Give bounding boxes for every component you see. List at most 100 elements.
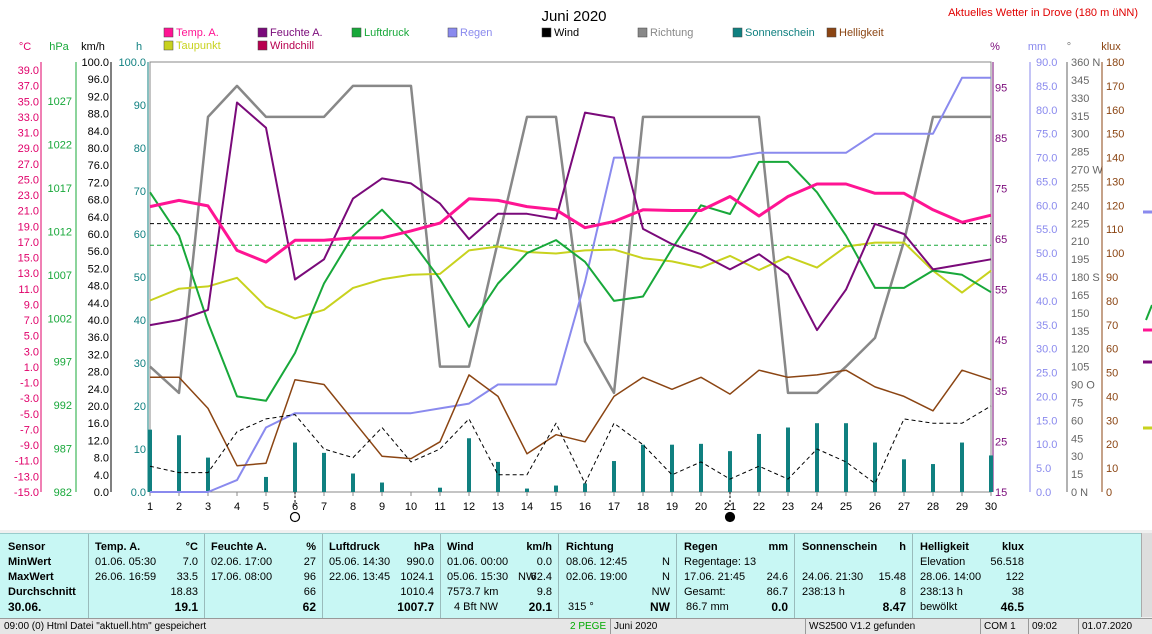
tick-day: 12 <box>463 501 475 513</box>
tick-day: 27 <box>898 501 910 513</box>
panel-scrollbar[interactable] <box>1141 533 1152 617</box>
tick-degree: 240 <box>1071 200 1089 212</box>
sun-total: 238:13 h <box>802 586 845 598</box>
light-elev: 56.518 <box>990 556 1024 568</box>
tick-klux: 130 <box>1106 176 1124 188</box>
tick-klux: 70 <box>1106 320 1118 332</box>
rain-total-label: Gesamt: <box>684 586 726 598</box>
sun-max-val: 15.48 <box>878 571 906 583</box>
tick-celsius: 27.0 <box>18 159 39 171</box>
tick-klux: 30 <box>1106 415 1118 427</box>
legend-label: Temp. A. <box>176 27 219 39</box>
tick-mm: 40.0 <box>1036 296 1057 308</box>
light-unit: klux <box>1001 541 1024 553</box>
pressure-max-val: 1024.1 <box>400 571 434 583</box>
direction-min-val: N <box>662 556 670 568</box>
legend-label: Taupunkt <box>176 40 221 52</box>
tick-celsius: -7.0 <box>20 424 39 436</box>
tick-klux: 110 <box>1106 224 1124 236</box>
temp-min-val: 7.0 <box>182 556 198 568</box>
sunshine-bar <box>206 457 210 492</box>
sunshine-bar <box>699 443 703 492</box>
tick-degree: 165 <box>1071 290 1089 302</box>
tick-klux: 0 <box>1106 487 1112 499</box>
legend-swatch <box>163 40 174 51</box>
legend-swatch <box>732 27 743 38</box>
tick-percent: 95 <box>995 82 1007 94</box>
tick-celsius: -11.0 <box>15 456 39 468</box>
tick-celsius: 17.0 <box>18 237 39 249</box>
tick-celsius: -1.0 <box>20 378 39 390</box>
sunshine-bar <box>293 442 297 492</box>
full-moon-icon <box>289 511 301 523</box>
tick-kmh: 16.0 <box>88 418 109 430</box>
sunshine-bars <box>148 423 993 492</box>
tick-mm: 70.0 <box>1036 153 1057 165</box>
tick-day: 30 <box>985 501 997 513</box>
tick-degree: 90 O <box>1071 380 1095 392</box>
sunshine-bar <box>786 427 790 492</box>
tick-degree: 330 <box>1071 93 1089 105</box>
stats-col-wind: Wind km/h 01.06. 00:00 0.0 05.06. 15:30 NW 6… <box>440 534 559 618</box>
pressure-title: Luftdruck <box>329 541 380 553</box>
tick-celsius: -15.0 <box>14 487 39 499</box>
legend-swatch <box>447 27 458 38</box>
tick-day: 14 <box>521 501 533 513</box>
tick-celsius: 31.0 <box>18 128 39 140</box>
tick-degree: 360 N <box>1071 57 1100 69</box>
pressure-min-time: 05.06. 14:30 <box>329 556 391 568</box>
legend-swatch <box>637 27 648 38</box>
tick-day: 22 <box>753 501 765 513</box>
label-min: MinWert <box>8 556 52 568</box>
sunshine-bar <box>148 429 152 492</box>
temp-title: Temp. A. <box>95 541 141 553</box>
rain-title: Regen <box>684 541 718 553</box>
tick-klux: 140 <box>1106 153 1124 165</box>
tick-kmh: 84.0 <box>88 126 109 138</box>
sunshine-bar <box>467 438 471 492</box>
legend-label: Sonnenschein <box>745 27 815 39</box>
legend-label: Luftdruck <box>364 27 410 39</box>
light-title: Helligkeit <box>920 541 969 553</box>
tick-day: 29 <box>956 501 968 513</box>
sunshine-bar <box>496 461 500 492</box>
stats-col-sensor: Sensor MinWert MaxWert Durchschnitt 30.0… <box>0 534 89 618</box>
temp-unit: °C <box>185 541 198 553</box>
tick-hpa: 987 <box>54 444 72 456</box>
legend-label: Helligkeit <box>839 27 884 39</box>
pressure-max-time: 22.06. 13:45 <box>329 571 391 583</box>
tick-kmh: 88.0 <box>88 109 109 121</box>
tick-percent: 35 <box>995 386 1007 398</box>
tick-kmh: 68.0 <box>88 195 109 207</box>
status-date: 01.07.2020 <box>1078 619 1132 634</box>
legend-label: Regen <box>460 27 492 39</box>
tick-celsius: 11.0 <box>18 284 39 296</box>
tick-day: 7 <box>321 501 327 513</box>
tick-day: 13 <box>492 501 504 513</box>
tick-degree: 150 <box>1071 308 1089 320</box>
tick-klux: 60 <box>1106 344 1118 356</box>
tick-klux: 80 <box>1106 296 1118 308</box>
pressure-avg: 1010.4 <box>400 586 434 598</box>
label-avg: Durchschnitt <box>8 586 76 598</box>
tick-day: 23 <box>782 501 794 513</box>
direction-current-deg: 315 ° <box>568 601 594 613</box>
tick-mm: 10.0 <box>1036 439 1057 451</box>
tick-hpa: 982 <box>54 487 72 499</box>
series-line-feuchte-a <box>149 101 992 332</box>
tick-klux: 40 <box>1106 391 1118 403</box>
rain-max-val: 24.6 <box>766 571 788 583</box>
temp-max-time: 26.06. 16:59 <box>95 571 157 583</box>
rain-current: 0.0 <box>771 600 788 614</box>
direction-avg: NW <box>651 586 670 598</box>
series-line-wind <box>149 405 992 484</box>
side-key <box>1145 304 1152 321</box>
wind-max-val: 62.4 <box>530 571 552 583</box>
tick-klux: 10 <box>1106 463 1118 475</box>
tick-kmh: 64.0 <box>88 212 109 224</box>
tick-day: 8 <box>350 501 356 513</box>
tick-kmh: 100.0 <box>81 57 109 69</box>
legend-swatch <box>826 27 837 38</box>
series-line-luftdruck <box>149 160 992 402</box>
tick-day: 6 <box>292 501 298 513</box>
